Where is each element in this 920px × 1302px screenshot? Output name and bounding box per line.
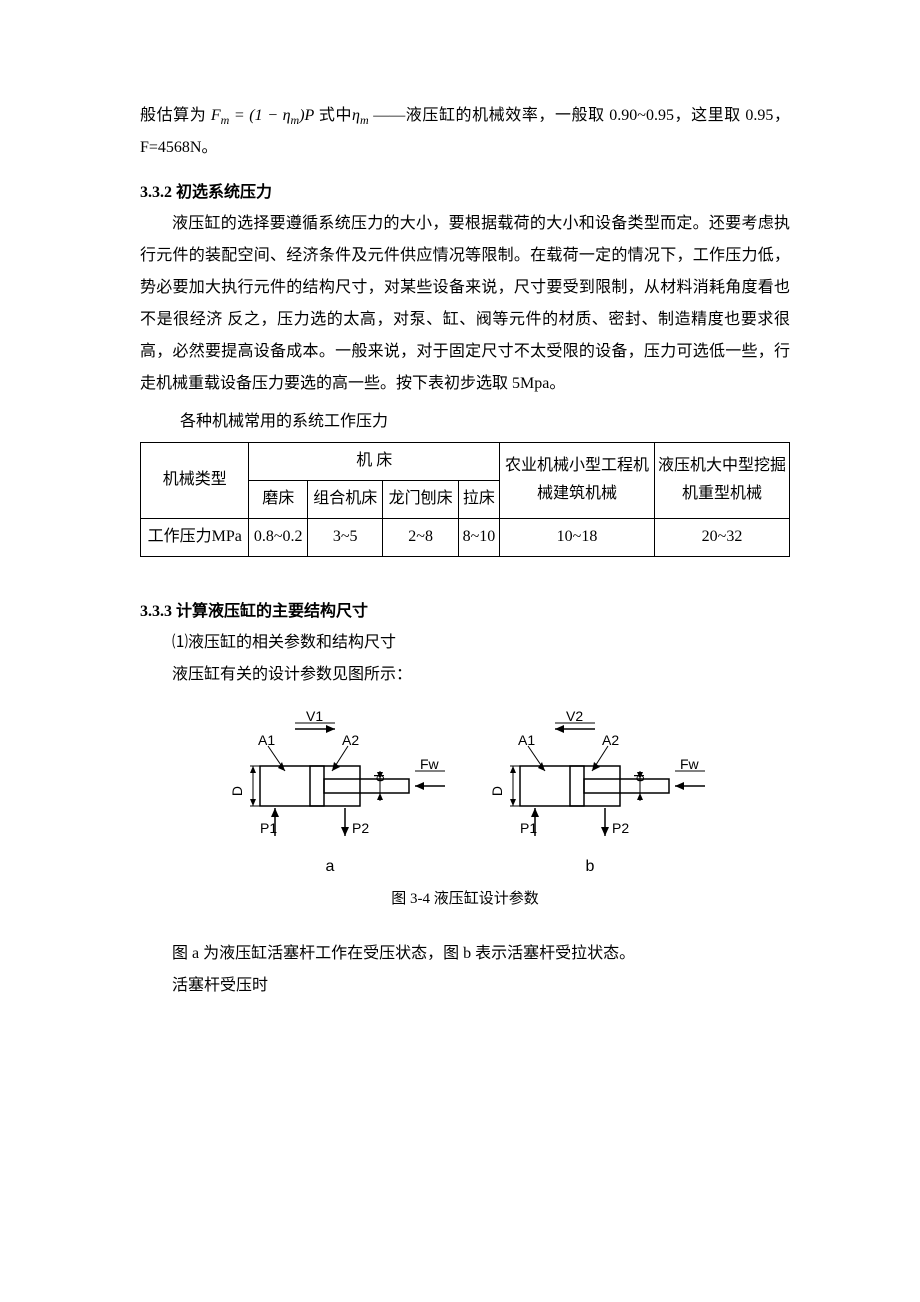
para-332: 液压缸的选择要遵循系统压力的大小，要根据载荷的大小和设备类型而定。还要考虑执行元…	[140, 208, 790, 400]
svg-text:a: a	[326, 858, 335, 875]
svg-text:Fw: Fw	[420, 756, 440, 772]
svg-text:d: d	[631, 774, 647, 782]
heading-333: 3.3.3 计算液压缸的主要结构尺寸	[140, 597, 790, 621]
para-333a: ⑴液压缸的相关参数和结构尺寸	[140, 627, 790, 659]
formula-eta2: η	[352, 107, 360, 124]
th-machine-tools: 机 床	[249, 443, 500, 481]
th-machine-type: 机械类型	[141, 443, 249, 519]
td-val-a: 0.8~0.2	[249, 518, 308, 556]
svg-text:A1: A1	[258, 732, 275, 748]
text: 式中	[319, 107, 352, 124]
figure-caption: 图 3-4 液压缸设计参数	[140, 887, 790, 908]
para-after-fig-b: 活塞杆受压时	[140, 970, 790, 1002]
svg-text:b: b	[586, 858, 595, 875]
svg-text:P2: P2	[352, 820, 369, 836]
td-val-e: 10~18	[500, 518, 655, 556]
formula-close: )P	[299, 107, 314, 124]
svg-text:D: D	[229, 786, 245, 796]
svg-text:d: d	[371, 774, 387, 782]
formula-F-sub: m	[221, 113, 230, 127]
para-intro-formula: 般估算为 Fm = (1 − ηm)P 式中ηm ——液压缸的机械效率，一般取 …	[140, 100, 790, 164]
pressure-table: 机械类型 机 床 农业机械小型工程机械建筑机械 液压机大中型挖掘机重型机械 磨床…	[140, 442, 790, 556]
figure-3-4: Dd A1 A2 V1 Fw P1 P2 a Dd A1 A2 V2 Fw P1 P2 b	[140, 711, 790, 881]
document-page: 般估算为 Fm = (1 − ηm)P 式中ηm ——液压缸的机械效率，一般取 …	[0, 0, 920, 1302]
th-planer: 龙门刨床	[383, 480, 458, 518]
svg-text:P1: P1	[260, 820, 277, 836]
heading-332: 3.3.2 初选系统压力	[140, 178, 790, 202]
th-grinder: 磨床	[249, 480, 308, 518]
text: 般估算为	[140, 107, 206, 124]
cylinder-diagram-b: Dd A1 A2 V2 Fw P1 P2 b	[480, 711, 710, 881]
svg-text:V1: V1	[306, 711, 323, 724]
td-val-f: 20~32	[655, 518, 790, 556]
th-broach: 拉床	[458, 480, 499, 518]
svg-text:D: D	[489, 786, 505, 796]
formula-eq: = (1 −	[234, 107, 283, 124]
td-val-b: 3~5	[308, 518, 383, 556]
formula-eta: η	[283, 107, 291, 124]
svg-text:P2: P2	[612, 820, 629, 836]
th-heavy: 液压机大中型挖掘机重型机械	[655, 443, 790, 519]
th-pressure-label: 工作压力MPa	[141, 518, 249, 556]
formula-F: F	[211, 107, 221, 124]
svg-text:Fw: Fw	[680, 756, 700, 772]
svg-text:A2: A2	[342, 732, 359, 748]
formula-eta2-sub: m	[360, 113, 369, 127]
svg-text:A1: A1	[518, 732, 535, 748]
svg-text:V2: V2	[566, 711, 583, 724]
svg-text:P1: P1	[520, 820, 537, 836]
table-caption: 各种机械常用的系统工作压力	[140, 406, 790, 438]
th-combo: 组合机床	[308, 480, 383, 518]
td-val-c: 2~8	[383, 518, 458, 556]
para-333b: 液压缸有关的设计参数见图所示：	[140, 659, 790, 691]
cylinder-diagram-a: Dd A1 A2 V1 Fw P1 P2 a	[220, 711, 450, 881]
td-val-d: 8~10	[458, 518, 499, 556]
formula-eta-sub: m	[291, 113, 300, 127]
para-after-fig-a: 图 a 为液压缸活塞杆工作在受压状态，图 b 表示活塞杆受拉状态。	[140, 938, 790, 970]
th-agri: 农业机械小型工程机械建筑机械	[500, 443, 655, 519]
svg-text:A2: A2	[602, 732, 619, 748]
